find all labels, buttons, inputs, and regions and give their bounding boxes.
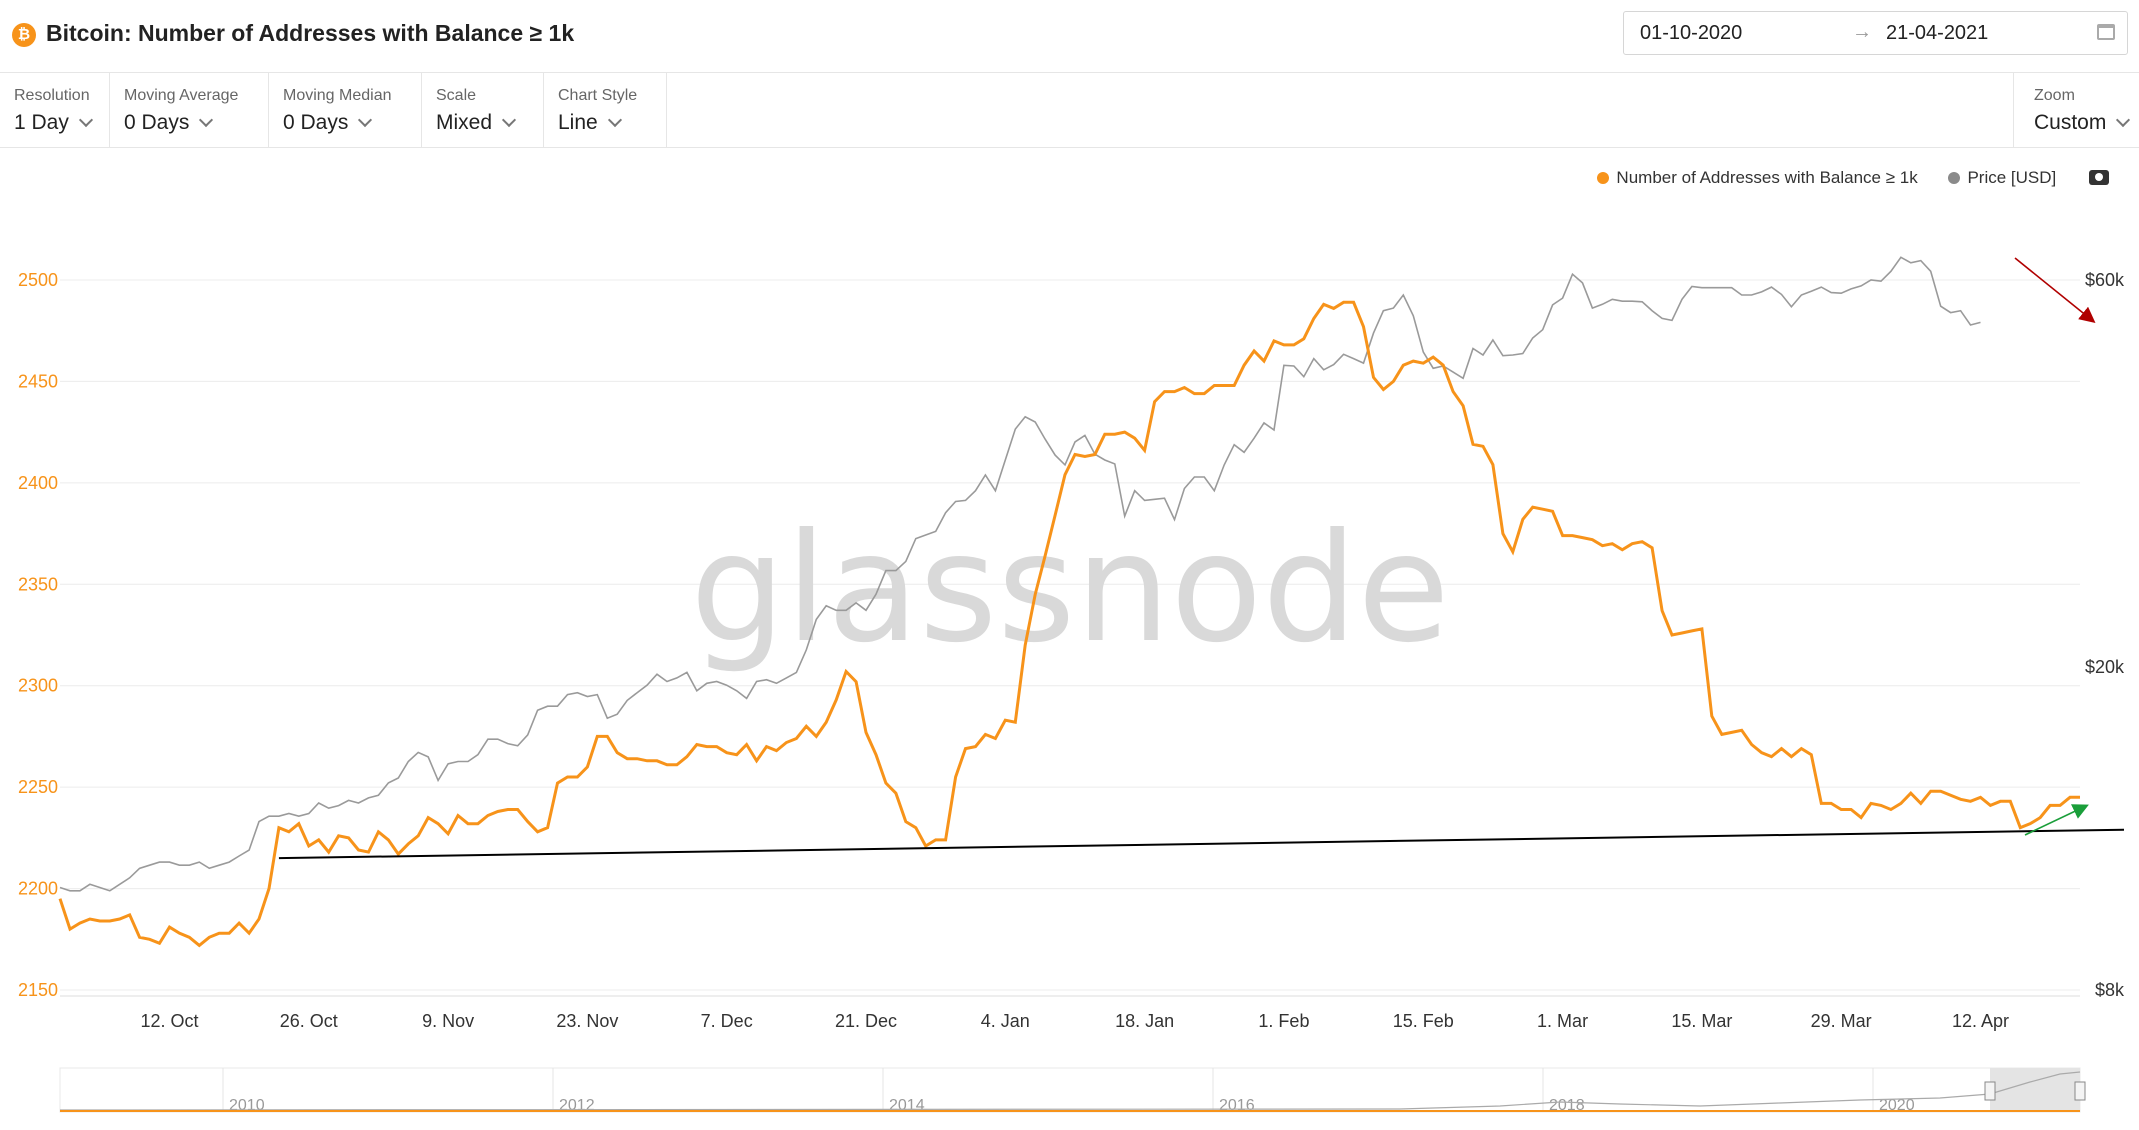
moving-median-label: Moving Median <box>283 87 392 104</box>
calendar-icon[interactable] <box>2097 24 2115 40</box>
navigator-tick-label: 2016 <box>1219 1097 1255 1114</box>
resolution-value[interactable]: 1 Day <box>14 111 93 135</box>
addresses-series-line <box>58 300 2080 948</box>
scale-label: Scale <box>436 87 477 104</box>
y-left-tick-label: 2450 <box>18 371 58 391</box>
chart-title: Bitcoin: Number of Addresses with Balanc… <box>46 20 575 46</box>
navigator-tick-label: 2018 <box>1549 1097 1585 1114</box>
date-range-picker[interactable]: 01-10-2020 → 21-04-2021 <box>1623 11 2128 55</box>
resolution-label: Resolution <box>14 87 90 104</box>
down-trend-arrow <box>2014 257 2096 324</box>
x-tick-label: 1. Feb <box>1258 1011 1309 1031</box>
title-bar: ₿ Bitcoin: Number of Addresses with Bala… <box>0 0 2139 72</box>
up-trend-arrow <box>2024 804 2089 836</box>
resolution-dropdown[interactable]: Resolution 1 Day <box>0 73 110 147</box>
y-left-tick-label: 2400 <box>18 473 58 493</box>
x-tick-label: 21. Dec <box>835 1011 897 1031</box>
date-end-input[interactable]: 21-04-2021 <box>1886 22 1989 44</box>
x-tick-label: 12. Apr <box>1952 1011 2009 1031</box>
scale-dropdown[interactable]: Scale Mixed <box>422 73 544 147</box>
x-tick-label: 29. Mar <box>1811 1011 1872 1031</box>
chart-toolbar: Resolution 1 Day Moving Average 0 Days M… <box>0 72 2139 148</box>
moving-average-label: Moving Average <box>124 87 239 104</box>
series-lines <box>58 256 2080 948</box>
support-trend-line <box>278 828 2125 860</box>
chart-legend: Number of Addresses with Balance ≥ 1k Pr… <box>1571 168 2109 192</box>
moving-median-value[interactable]: 0 Days <box>283 111 373 135</box>
arrow-right-icon: → <box>1852 21 1872 43</box>
y-left-tick-label: 2250 <box>18 777 58 797</box>
x-tick-label: 23. Nov <box>556 1011 618 1031</box>
moving-average-dropdown[interactable]: Moving Average 0 Days <box>110 73 269 147</box>
y-axis-left: 2150 2200 2250 2300 2350 2400 2450 2500 <box>18 270 58 1000</box>
x-tick-label: 15. Feb <box>1393 1011 1454 1031</box>
watermark: glassnode <box>690 502 1449 676</box>
annotations <box>278 257 2125 860</box>
navigator-tick-label: 2020 <box>1879 1097 1915 1114</box>
moving-median-dropdown[interactable]: Moving Median 0 Days <box>269 73 422 147</box>
camera-icon[interactable] <box>2089 170 2109 185</box>
y-right-tick-label: $60k <box>2085 270 2125 290</box>
x-tick-label: 12. Oct <box>140 1011 198 1031</box>
legend-item-price[interactable]: Price [USD] <box>1948 168 2056 188</box>
x-axis: 12. Oct 26. Oct 9. Nov 23. Nov 7. Dec 21. Dec… <box>140 1011 2009 1031</box>
date-start-input[interactable]: 01-10-2020 <box>1640 22 1743 44</box>
moving-average-value[interactable]: 0 Days <box>124 111 214 135</box>
y-left-tick-label: 2300 <box>18 676 58 696</box>
y-left-tick-label: 2150 <box>18 980 58 1000</box>
navigator-handle[interactable] <box>1984 1081 1996 1101</box>
x-tick-label: 26. Oct <box>280 1011 338 1031</box>
bitcoin-icon: ₿ <box>12 23 36 47</box>
legend-dot-orange-icon <box>1597 172 1610 184</box>
y-left-tick-label: 2500 <box>18 270 58 290</box>
price-series-line <box>59 256 1981 892</box>
y-left-tick-label: 2200 <box>18 879 58 899</box>
chart-style-label: Chart Style <box>558 87 638 104</box>
x-tick-label: 1. Mar <box>1537 1011 1588 1031</box>
legend-dot-gray-icon <box>1948 172 1961 184</box>
x-tick-label: 4. Jan <box>981 1011 1030 1031</box>
x-tick-label: 18. Jan <box>1115 1011 1174 1031</box>
x-tick-label: 7. Dec <box>701 1011 753 1031</box>
navigator-track <box>59 1067 2081 1113</box>
y-right-tick-label: $8k <box>2095 980 2125 1000</box>
zoom-value[interactable]: Custom <box>2034 111 2131 135</box>
chart-grid <box>60 279 2080 997</box>
scale-value[interactable]: Mixed <box>436 111 517 135</box>
x-tick-label: 15. Mar <box>1671 1011 1732 1031</box>
legend-item-addresses[interactable]: Number of Addresses with Balance ≥ 1k <box>1597 168 1918 188</box>
chart-style-value[interactable]: Line <box>558 111 622 135</box>
navigator-handle[interactable] <box>2074 1081 2086 1101</box>
navigator-price-line <box>59 1071 2081 1111</box>
zoom-dropdown[interactable]: Zoom Custom <box>2013 73 2139 147</box>
chart-style-dropdown[interactable]: Chart Style Line <box>544 73 667 147</box>
zoom-label: Zoom <box>2034 87 2075 104</box>
y-right-tick-label: $20k <box>2085 657 2125 677</box>
y-left-tick-label: 2350 <box>18 574 58 594</box>
navigator: 2010 2012 2014 2016 2018 2020 <box>59 1067 2086 1114</box>
y-axis-right: $8k $20k $60k <box>2085 270 2125 1000</box>
x-tick-label: 9. Nov <box>422 1011 474 1031</box>
